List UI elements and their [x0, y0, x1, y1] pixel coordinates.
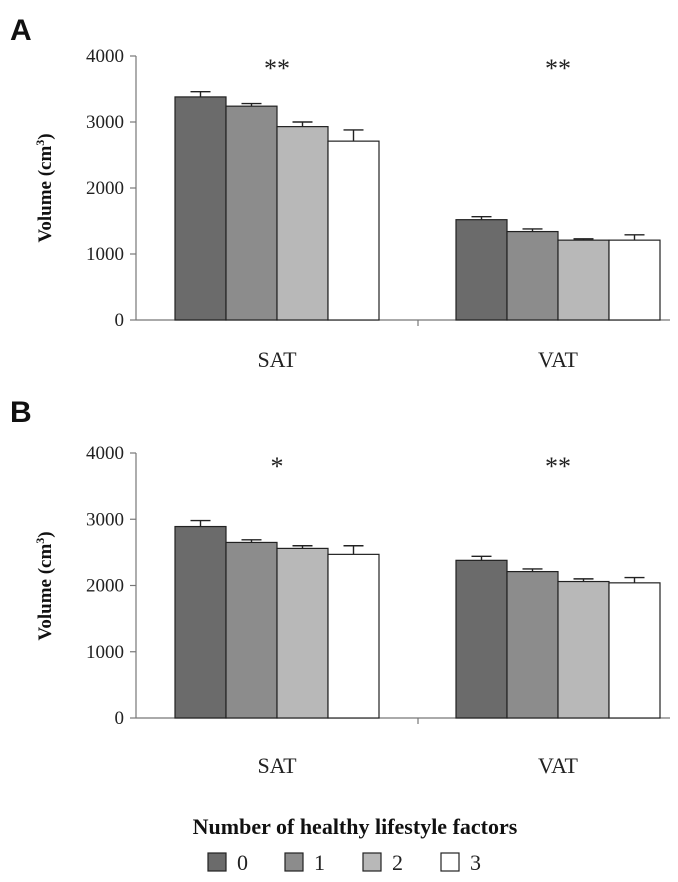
panel-a-bar [608, 239, 661, 321]
panel-a-y-tick-label: 1000 [86, 244, 124, 265]
panel-b-significance-marker: * [271, 452, 284, 481]
panel-b-category-label: VAT [538, 753, 579, 778]
panel-a-y-tick-label: 3000 [86, 112, 124, 133]
legend-entry-label: 1 [314, 850, 325, 875]
legend-swatch [362, 852, 382, 872]
panel-a-significance-marker: ** [264, 54, 290, 83]
panel-a-bar [225, 105, 278, 321]
panel-b-bar [276, 547, 329, 719]
panel-a-bar [327, 140, 380, 321]
legend-swatch [284, 852, 304, 872]
panel-a-bar [506, 230, 559, 321]
panel-a-category-label: VAT [538, 347, 579, 372]
panel-letter-a: A [10, 14, 32, 47]
panel-b-bar [174, 525, 227, 719]
panel-a-y-tick-label: 2000 [86, 178, 124, 199]
panel-a: A Volume (cm3) 0 1000 2000 3000 4000 SAT ** VAT… [10, 14, 670, 372]
panel-a-bar [276, 126, 329, 321]
panel-b-bar [455, 559, 508, 719]
panel-b-y-tick-label: 3000 [86, 509, 124, 530]
panel-b-category-label: SAT [257, 753, 297, 778]
legend-entry-label: 2 [392, 850, 403, 875]
panel-a-significance-marker: ** [545, 54, 571, 83]
panel-a-bar [174, 96, 227, 321]
panel-letter-b: B [10, 396, 32, 429]
panel-b-bar [608, 582, 661, 719]
panel-b-y-tick-label: 1000 [86, 642, 124, 663]
legend-entry-label: 3 [470, 850, 481, 875]
panel-b-bar [557, 580, 610, 719]
panel-b-bar [506, 570, 559, 719]
panel-a-category-label: SAT [257, 347, 297, 372]
panel-a-bar [557, 239, 610, 321]
panel-b-y-tick-label: 2000 [86, 576, 124, 597]
panel-a-bar [455, 219, 508, 321]
panel-b-significance-marker: ** [545, 452, 571, 481]
panel-b-bar [327, 553, 380, 719]
panel-a-y-axis-label: Volume (cm3) [33, 133, 56, 242]
legend: Number of healthy lifestyle factors 0 1 2 3 [193, 814, 518, 875]
panel-a-y-tick-label: 4000 [86, 46, 124, 67]
panel-b-y-tick-label: 4000 [86, 443, 124, 464]
legend-title: Number of healthy lifestyle factors [193, 814, 518, 839]
panel-b-y-axis-label: Volume (cm3) [33, 531, 56, 640]
panel-b: B Volume (cm3) 0 1000 2000 3000 4000 SAT * VAT *… [10, 396, 670, 778]
panel-b-bar [225, 541, 278, 719]
panel-b-y-tick-label: 0 [115, 708, 125, 729]
legend-swatch [440, 852, 460, 872]
legend-entry-label: 0 [237, 850, 248, 875]
legend-swatch [207, 852, 227, 872]
panel-a-y-tick-label: 0 [115, 310, 125, 331]
